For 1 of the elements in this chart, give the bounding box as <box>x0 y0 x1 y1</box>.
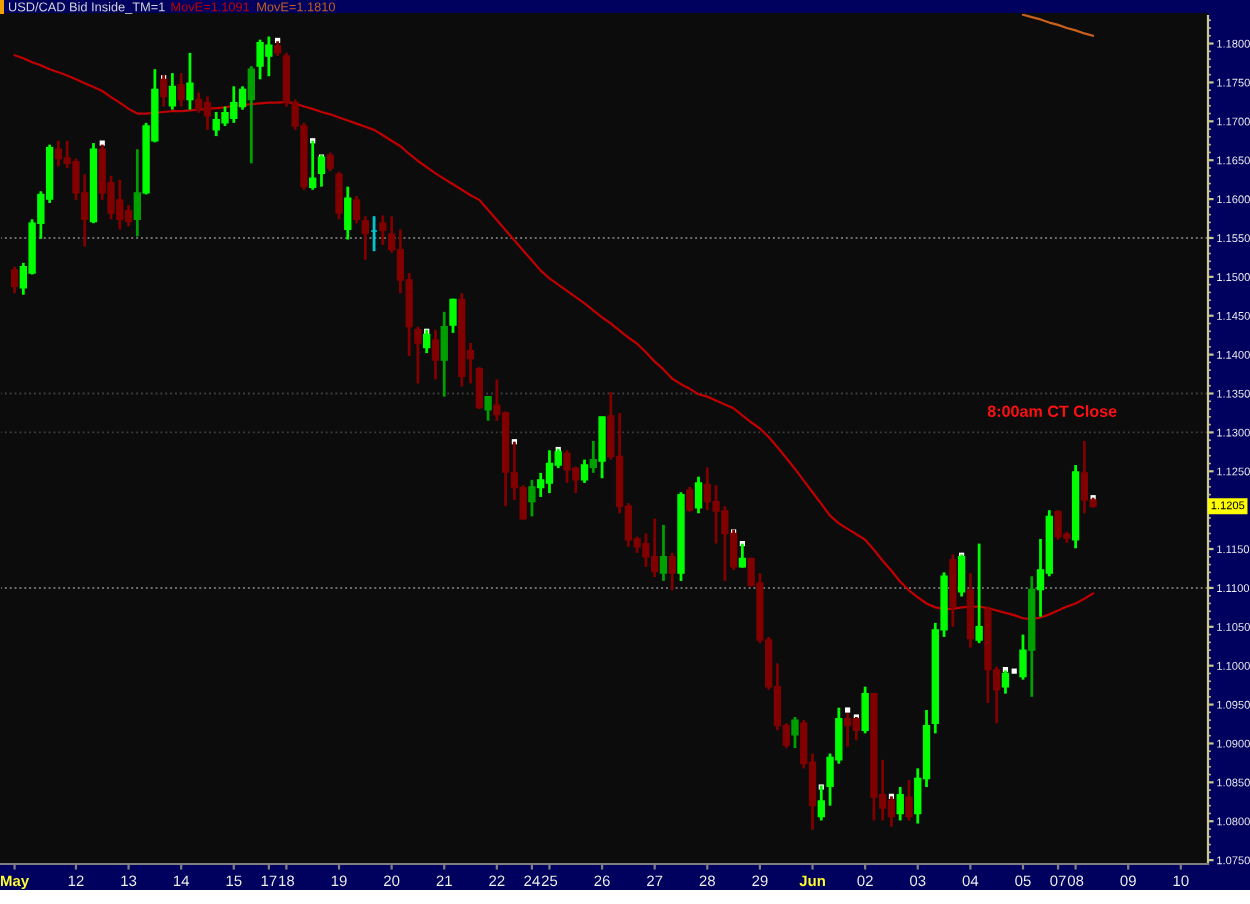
annotation: 8:00am CT Close <box>987 405 1117 417</box>
